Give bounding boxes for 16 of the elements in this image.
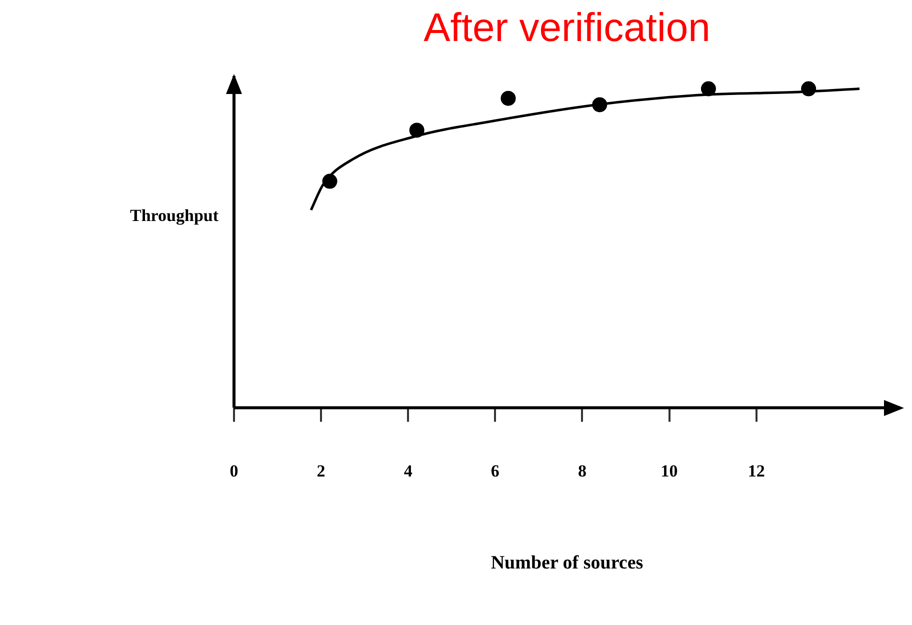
x-axis-title: Number of sources: [490, 552, 644, 574]
chart-title: After verification: [424, 6, 710, 50]
point: [592, 97, 608, 112]
y-axis-title: Throughput: [130, 206, 219, 226]
point: [322, 174, 338, 189]
point: [409, 122, 424, 138]
point: [700, 81, 716, 96]
x-tick-label: 10: [660, 461, 678, 480]
x-tick-label: 2: [316, 461, 326, 480]
point: [500, 90, 516, 106]
x-tick-label: 8: [578, 461, 586, 480]
x-tick-label: 6: [490, 461, 500, 480]
x-tick-label: 12: [748, 461, 765, 480]
point: [801, 81, 816, 96]
x-tick-label: 0: [230, 461, 238, 480]
x-tick-label: 4: [404, 461, 413, 480]
